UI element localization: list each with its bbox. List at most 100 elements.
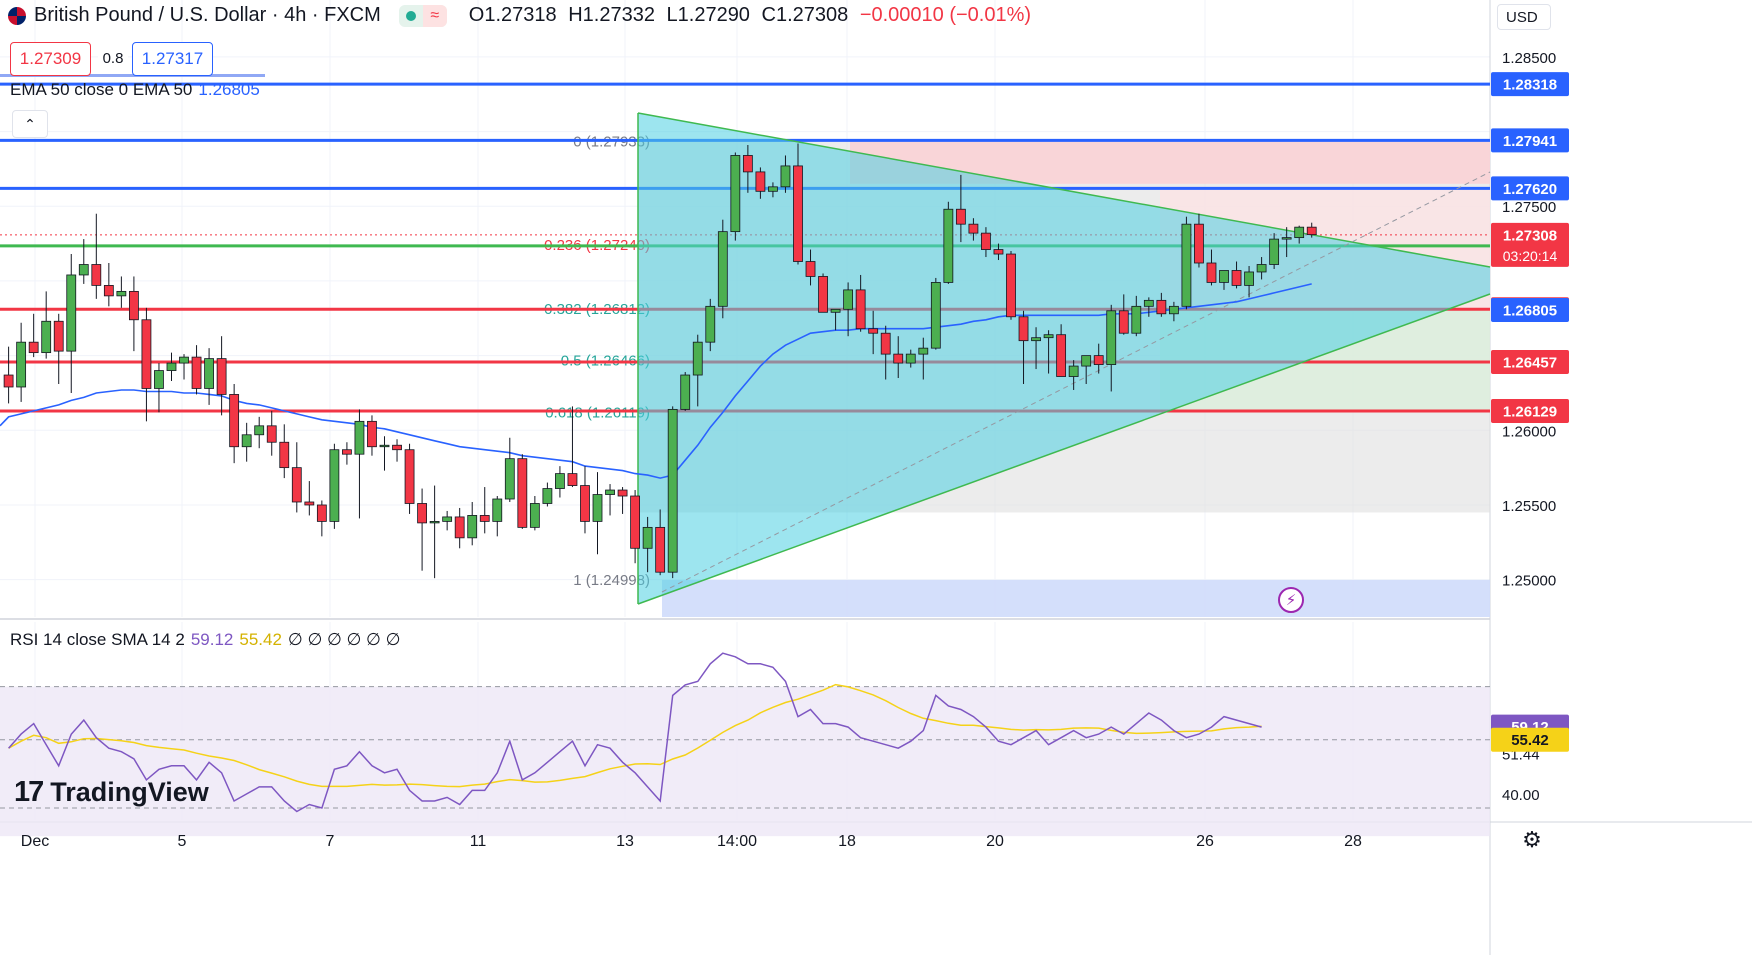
candle[interactable] xyxy=(429,485,440,579)
candle[interactable] xyxy=(680,372,691,411)
currency-selector[interactable]: USD xyxy=(1497,4,1551,30)
candle[interactable] xyxy=(367,415,377,456)
candle[interactable] xyxy=(404,443,415,514)
candle[interactable] xyxy=(1168,301,1179,322)
triangle-lower-trendline[interactable] xyxy=(637,293,1491,605)
candle[interactable] xyxy=(830,308,841,331)
candle[interactable] xyxy=(254,416,265,449)
candle[interactable] xyxy=(1043,330,1054,374)
candle[interactable] xyxy=(1081,355,1092,384)
price-axis[interactable]: 1.28500 1.25500 1.25000 1.26000 1.27500 1.283… xyxy=(1491,50,1569,804)
candle[interactable] xyxy=(1056,324,1067,377)
candle[interactable] xyxy=(880,325,891,380)
candle[interactable] xyxy=(642,516,653,573)
candle[interactable] xyxy=(266,410,277,456)
candle[interactable] xyxy=(492,496,503,537)
candle[interactable] xyxy=(567,406,578,488)
candle[interactable] xyxy=(742,145,753,193)
candle[interactable] xyxy=(78,239,89,284)
candle[interactable] xyxy=(755,167,766,199)
candle[interactable] xyxy=(1106,304,1117,392)
candle[interactable] xyxy=(379,436,390,471)
candle[interactable] xyxy=(1219,270,1229,290)
candle[interactable] xyxy=(467,501,478,546)
candle[interactable] xyxy=(66,254,77,393)
candle[interactable] xyxy=(28,313,39,358)
tradingview-logo[interactable]: 17 TradingView xyxy=(14,776,209,809)
symbol-title[interactable]: British Pound / U.S. Dollar · 4h · FXCM xyxy=(34,4,381,26)
candle[interactable] xyxy=(1156,292,1167,317)
candle[interactable] xyxy=(1143,297,1154,317)
buy-price-button[interactable]: 1.27317 xyxy=(132,42,213,76)
candle[interactable] xyxy=(191,345,202,395)
triangle-upper-trendline[interactable] xyxy=(637,112,1491,268)
candle[interactable] xyxy=(342,442,352,465)
candle[interactable] xyxy=(705,298,716,352)
candle[interactable] xyxy=(655,509,666,576)
candle[interactable] xyxy=(1006,251,1016,320)
candle[interactable] xyxy=(91,213,102,299)
price-level-tag[interactable]: 1.26457 xyxy=(1491,350,1569,375)
candle[interactable] xyxy=(3,346,14,404)
candle[interactable] xyxy=(780,155,791,193)
candle[interactable] xyxy=(893,336,904,379)
candle[interactable] xyxy=(955,174,966,243)
candle[interactable] xyxy=(329,443,340,529)
price-level-tag[interactable]: 1.26129 xyxy=(1491,399,1569,424)
candle[interactable] xyxy=(730,152,741,241)
candle[interactable] xyxy=(154,363,164,413)
candle[interactable] xyxy=(930,277,941,350)
candle[interactable] xyxy=(805,249,816,286)
candle[interactable] xyxy=(692,334,703,407)
candle[interactable] xyxy=(1194,213,1204,268)
market-status[interactable]: ≈ xyxy=(398,4,447,27)
candle[interactable] xyxy=(479,487,490,534)
candle[interactable] xyxy=(981,227,991,258)
candle[interactable] xyxy=(1294,225,1305,244)
settings-gear-icon[interactable]: ⚙ xyxy=(1522,827,1542,852)
price-level-tag[interactable]: 1.27620 xyxy=(1491,176,1569,201)
candle[interactable] xyxy=(116,276,127,308)
candle[interactable] xyxy=(592,472,603,555)
candle[interactable] xyxy=(1131,295,1142,337)
candle[interactable] xyxy=(241,422,252,462)
candle[interactable] xyxy=(1031,327,1041,370)
price-level-tag[interactable]: 1.28318 xyxy=(1491,72,1569,97)
candle[interactable] xyxy=(630,490,640,564)
candle[interactable] xyxy=(41,291,52,359)
collapse-legend-button[interactable]: ⌃ xyxy=(12,110,48,138)
candle[interactable] xyxy=(1118,294,1129,335)
candle[interactable] xyxy=(417,488,427,571)
candle[interactable] xyxy=(1281,227,1292,258)
candle[interactable] xyxy=(304,481,315,516)
candle[interactable] xyxy=(1018,310,1029,384)
lightning-event-icon[interactable]: ⚡ xyxy=(1278,587,1304,613)
candle[interactable] xyxy=(504,437,515,502)
candle[interactable] xyxy=(542,482,553,507)
price-level-tag[interactable]: 1.27941 xyxy=(1491,128,1569,153)
candle[interactable] xyxy=(316,500,327,537)
candle[interactable] xyxy=(16,322,27,402)
candle[interactable] xyxy=(605,484,615,516)
candle[interactable] xyxy=(128,276,139,352)
candle[interactable] xyxy=(1244,265,1254,298)
candle[interactable] xyxy=(1181,216,1192,310)
candle[interactable] xyxy=(943,201,954,284)
ema-price-tag[interactable]: 1.26805 xyxy=(1491,298,1569,323)
candle[interactable] xyxy=(1206,249,1217,286)
candle[interactable] xyxy=(555,466,565,498)
sell-price-button[interactable]: 1.27309 xyxy=(10,42,91,76)
rsi-value-tag[interactable]: 55.42 xyxy=(1491,727,1569,752)
candle[interactable] xyxy=(392,439,402,462)
time-axis[interactable]: Dec 5 7 11 13 14:00 18 20 26 28 xyxy=(21,833,1362,850)
candle[interactable] xyxy=(216,336,227,416)
candle[interactable] xyxy=(529,496,540,531)
candle[interactable] xyxy=(103,263,114,307)
candle[interactable] xyxy=(229,383,240,464)
candle[interactable] xyxy=(1231,261,1242,289)
candle[interactable] xyxy=(354,409,365,519)
candle[interactable] xyxy=(918,337,929,380)
candle[interactable] xyxy=(667,406,678,579)
candle[interactable] xyxy=(53,313,64,384)
